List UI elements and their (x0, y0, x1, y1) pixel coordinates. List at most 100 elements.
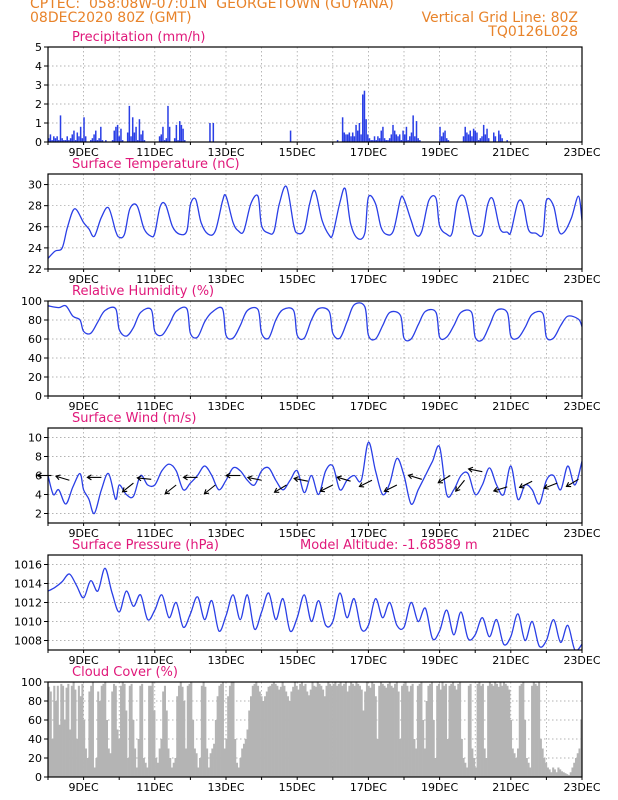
cloud-cover-bar (348, 685, 351, 777)
wind-arrow-head (319, 486, 326, 493)
cloud-cover-bar (111, 691, 114, 777)
cloud-cover-bar (483, 748, 486, 777)
cloud-cover-bar (339, 682, 342, 777)
precip-bar (137, 140, 139, 142)
precip-bar (487, 138, 490, 142)
cloud-cover-bar (511, 748, 514, 777)
cloud-cover-bar (539, 739, 542, 777)
x-tick-label: 15DEC (279, 273, 316, 286)
cloud-cover-bar (517, 748, 520, 777)
cloud-cover-bar (213, 743, 216, 777)
precip-bar (348, 132, 351, 142)
panel-1: Surface Temperature (nC) 22 24 26 28 30 9DEC 11… (28, 157, 601, 286)
cloud-cover-bar (518, 685, 521, 777)
cloud-cover-bar (74, 689, 77, 777)
cloud-cover-bar (580, 720, 583, 777)
cloud-cover-bar (553, 769, 556, 777)
precip-bar (397, 136, 399, 142)
precip-bar (383, 138, 386, 142)
x-tick-label: 19DEC (421, 400, 458, 413)
precip-bar (133, 132, 136, 142)
cloud-cover-bar (564, 773, 567, 777)
y-tick-label: 20 (28, 752, 42, 765)
cloud-cover-bar (573, 762, 576, 777)
precip-bar (61, 138, 63, 142)
wind-arrow-head (455, 486, 461, 492)
cloud-cover-bar (176, 696, 179, 777)
cloud-cover-bar (98, 701, 101, 777)
x-tick-label: 17DEC (350, 654, 387, 667)
cloud-cover-bar (520, 683, 523, 777)
cloud-cover-bar (413, 739, 416, 777)
cloud-cover-bar (120, 685, 123, 777)
precip-bar (130, 136, 132, 142)
wind-arrow-head (121, 487, 128, 493)
cloud-cover-bar (63, 720, 66, 777)
cloud-cover-bar (202, 682, 205, 777)
y-tick-label: 2 (35, 98, 42, 111)
precip-bar (143, 140, 146, 142)
cloud-cover-bar (487, 685, 490, 777)
y-tick-label: 22 (28, 263, 42, 276)
cloud-cover-bar (485, 758, 488, 777)
precip-bar (48, 138, 50, 142)
cloud-cover-bar (327, 682, 330, 777)
cloud-cover-bar (355, 682, 358, 777)
wind-arrow (247, 476, 262, 481)
precip-bar (440, 136, 443, 142)
precip-bar (390, 134, 393, 142)
cloud-cover-bar (371, 682, 374, 777)
cloud-cover-bar (223, 748, 226, 777)
precip-bar (54, 138, 57, 142)
cloud-cover-bar (552, 767, 555, 777)
precip-bar (395, 134, 398, 142)
cloud-cover-bar (513, 753, 516, 777)
x-tick-label: 15DEC (279, 146, 316, 159)
precip-bar (471, 136, 473, 142)
x-tick-label: 13DEC (207, 146, 244, 159)
precip-bar (409, 136, 411, 142)
cloud-cover-bar (325, 685, 328, 777)
cloud-cover-bar (427, 685, 430, 777)
y-tick-label: 4 (35, 489, 42, 502)
cloud-cover-bar (128, 685, 131, 777)
cloud-cover-bar (255, 682, 258, 777)
panel-2: Relative Humidity (%) 0 20 40 60 80 100 9DEC 11D… (21, 284, 601, 413)
cloud-cover-bar (72, 682, 75, 777)
precip-bar (175, 124, 178, 142)
cloud-cover-bar (149, 685, 152, 777)
cloud-cover-bar (174, 758, 177, 777)
precip-bar (501, 138, 503, 142)
wind-arrow-head (182, 474, 188, 481)
cloud-cover-bar (167, 748, 170, 777)
y-tick-label: 4 (35, 60, 42, 73)
precip-bar (494, 136, 497, 142)
cloud-cover-bar (193, 748, 196, 777)
precip-bar (289, 130, 292, 142)
wind-arrow-head (136, 475, 142, 482)
cloud-cover-bar (257, 685, 260, 777)
precip-bar (351, 132, 354, 142)
x-tick-label: 21DEC (492, 273, 529, 286)
cloud-cover-bar (163, 685, 166, 777)
panel-frame (47, 554, 583, 651)
precip-bar (367, 134, 369, 142)
precip-bar (73, 130, 75, 142)
precip-bar (377, 136, 379, 142)
wind-arrow-head (543, 484, 549, 490)
cloud-cover-bar (357, 683, 360, 777)
precip-bar (81, 138, 84, 142)
y-tick-label: 0 (35, 771, 42, 784)
cloud-cover-bar (415, 748, 418, 777)
precip-bar (368, 138, 371, 142)
cloud-cover-bar (430, 682, 433, 777)
cloud-cover-bar (137, 739, 140, 777)
cloud-cover-bar (123, 683, 126, 777)
wind-arrow (122, 482, 134, 493)
precip-bar (135, 126, 137, 142)
cloud-cover-bar (69, 729, 72, 777)
cloud-cover-bar (524, 720, 527, 777)
precip-bar (378, 138, 381, 142)
precip-bar (439, 126, 441, 142)
precip-bar (91, 138, 94, 142)
